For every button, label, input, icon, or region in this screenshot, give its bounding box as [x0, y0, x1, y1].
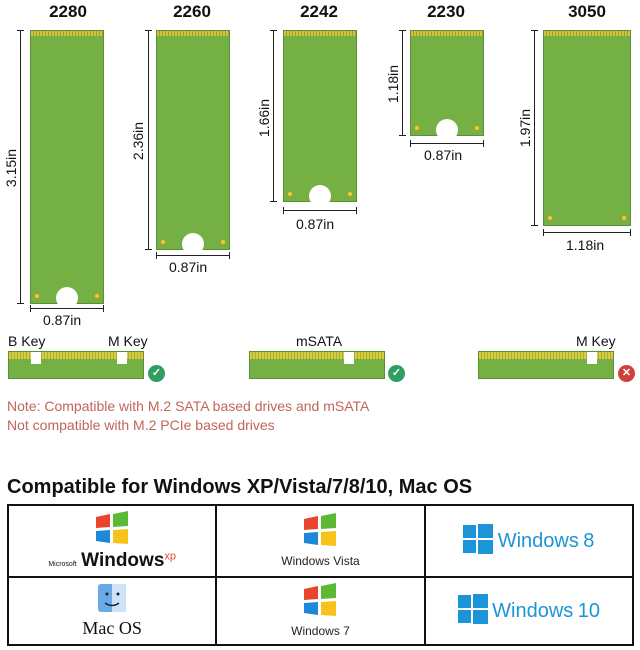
size-title-2280: 2280 — [49, 2, 87, 21]
width-label-2230: 0.87in — [424, 147, 463, 163]
width-label-2242: 0.87in — [296, 216, 335, 232]
windows-flag-icon — [300, 512, 340, 552]
cross-circle-icon: ✕ — [618, 365, 635, 382]
check-circle-icon: ✓ — [388, 365, 405, 382]
height-dimension-line — [145, 30, 152, 250]
gold-contacts — [250, 352, 384, 359]
m-key-only-label: M Key — [576, 333, 616, 349]
size-title-2230: 2230 — [427, 2, 465, 21]
width-dimension-line — [156, 252, 230, 259]
w8-word: Windows — [497, 529, 579, 552]
w10-word: Windows — [492, 599, 574, 622]
os-cell-windows-vista: Windows Vista — [215, 503, 426, 579]
gold-contacts — [479, 352, 613, 359]
connector-m-key — [478, 351, 614, 379]
compat-note-line1: Note: Compatible with M.2 SATA based dri… — [7, 398, 370, 414]
m-key-label: M Key — [108, 333, 148, 349]
windows-flag-icon — [92, 510, 132, 550]
xp-windows-text: Windows — [81, 549, 165, 571]
xp-microsoft-text: Microsoft — [48, 560, 77, 568]
width-dimension-line — [410, 140, 484, 147]
size-title-2260: 2260 — [173, 2, 211, 21]
w10-num: 10 — [577, 599, 600, 622]
m2-card-2230 — [410, 30, 484, 141]
width-dimension-line — [543, 229, 631, 236]
os-logo-table: Microsoft Windowsxp Windows Vista Window… — [6, 503, 635, 646]
b-key-label: B Key — [8, 333, 46, 349]
gold-contacts — [157, 31, 229, 36]
m2-card-3050 — [543, 30, 631, 226]
size-title-2242: 2242 — [300, 2, 338, 21]
mounting-notch — [436, 119, 458, 141]
screw-pad-icon — [34, 293, 40, 299]
gold-contacts — [9, 352, 143, 359]
m-key-notch — [587, 352, 597, 364]
m2-card-2242 — [283, 30, 357, 207]
width-dimension-line — [30, 305, 104, 312]
os-cell-windows-7: Windows 7 — [215, 576, 426, 646]
height-dimension-line — [17, 30, 24, 304]
w8-num: 8 — [583, 529, 595, 552]
screw-pad-icon — [160, 239, 166, 245]
os-compat-title: Compatible for Windows XP/Vista/7/8/10, … — [7, 476, 473, 498]
windows7-text: Windows 7 — [291, 623, 350, 638]
gold-contacts — [544, 31, 630, 36]
mounting-notch — [56, 287, 78, 309]
msata-label: mSATA — [296, 333, 343, 349]
screw-pad-icon — [94, 293, 100, 299]
windows-tiles-icon — [463, 523, 494, 559]
vista-text: Windows Vista — [281, 553, 360, 568]
m-key-notch — [117, 352, 127, 364]
msata-notch — [344, 352, 354, 364]
height-dimension-line — [270, 30, 277, 202]
b-key-notch — [31, 352, 41, 364]
width-label-2280: 0.87in — [43, 312, 82, 328]
screw-pad-icon — [621, 215, 627, 221]
width-label-3050: 1.18in — [566, 237, 605, 253]
os-cell-windows-xp: Microsoft Windowsxp — [6, 503, 218, 579]
width-label-2260: 0.87in — [169, 259, 208, 275]
compat-note-line2: Not compatible with M.2 PCIe based drive… — [7, 417, 275, 433]
height-label-3050: 1.97in — [517, 108, 533, 148]
screw-pad-icon — [474, 125, 480, 131]
m2-card-2260 — [156, 30, 230, 255]
height-dimension-line — [399, 30, 406, 136]
gold-contacts — [31, 31, 103, 36]
screw-pad-icon — [414, 125, 420, 131]
os-cell-mac-os: Mac OS — [6, 576, 218, 646]
size-title-3050: 3050 — [568, 2, 606, 21]
height-label-2230: 1.18in — [385, 64, 401, 104]
xp-sup-text: xp — [164, 550, 177, 563]
mac-finder-icon — [97, 583, 127, 618]
connector-b-m-key — [8, 351, 144, 379]
mounting-notch — [182, 233, 204, 255]
m2-card-2280 — [30, 30, 104, 309]
windows-tiles-icon — [457, 593, 488, 629]
screw-pad-icon — [547, 215, 553, 221]
height-label-2280: 3.15in — [3, 148, 19, 188]
os-cell-windows-10: Windows 10 — [423, 576, 635, 646]
width-dimension-line — [283, 207, 357, 214]
mac-os-text: Mac OS — [82, 618, 142, 639]
screw-pad-icon — [220, 239, 226, 245]
gold-contacts — [411, 31, 483, 36]
os-cell-windows-8: Windows 8 — [423, 503, 635, 579]
connector-msata — [249, 351, 385, 379]
windows-flag-icon — [300, 582, 340, 622]
screw-pad-icon — [287, 191, 293, 197]
mounting-notch — [309, 185, 331, 207]
screw-pad-icon — [347, 191, 353, 197]
check-circle-icon: ✓ — [148, 365, 165, 382]
height-label-2260: 2.36in — [130, 121, 146, 161]
gold-contacts — [284, 31, 356, 36]
height-label-2242: 1.66in — [256, 98, 272, 138]
height-dimension-line — [531, 30, 538, 226]
